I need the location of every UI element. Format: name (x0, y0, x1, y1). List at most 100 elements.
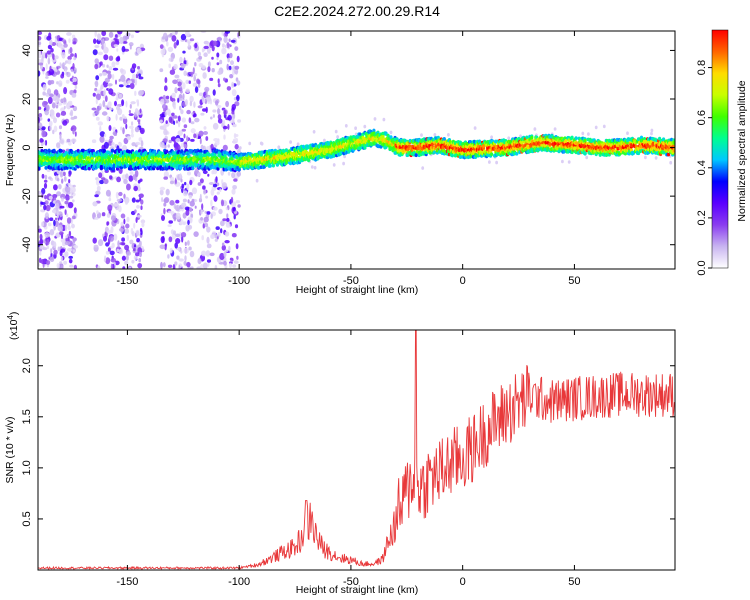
band-point (125, 163, 130, 168)
noise-point (106, 221, 110, 226)
noise-point (106, 115, 110, 122)
noise-point (108, 101, 112, 107)
noise-point (310, 165, 314, 169)
noise-point (111, 242, 115, 249)
noise-point (197, 136, 202, 139)
noise-point (231, 81, 235, 88)
noise-point (187, 40, 191, 48)
noise-point (121, 99, 125, 107)
noise-point (197, 182, 202, 186)
noise-point (126, 234, 130, 241)
noise-point (109, 135, 114, 140)
noise-point (177, 81, 182, 87)
noise-point (373, 117, 377, 121)
noise-point (669, 160, 673, 165)
noise-point (38, 35, 42, 41)
noise-point (139, 228, 143, 232)
noise-point (112, 67, 119, 71)
band-point (102, 148, 106, 153)
noise-point (122, 41, 128, 44)
noise-point (131, 231, 135, 237)
noise-point (447, 133, 450, 137)
noise-point (44, 174, 48, 180)
noise-point (115, 191, 119, 199)
noise-point (206, 259, 212, 263)
noise-point (185, 79, 190, 84)
noise-point (644, 155, 647, 160)
noise-point (96, 185, 101, 192)
noise-point (113, 44, 119, 48)
noise-point (95, 178, 101, 186)
noise-point (126, 135, 131, 141)
noise-point (171, 112, 175, 117)
noise-point (197, 105, 203, 109)
noise-point (198, 130, 204, 137)
noise-point (180, 86, 183, 92)
noise-point (164, 243, 167, 251)
noise-point (101, 71, 108, 77)
noise-point (73, 264, 77, 269)
band-point (548, 142, 552, 146)
noise-point (135, 199, 140, 203)
noise-point (553, 127, 557, 131)
noise-point (237, 204, 241, 208)
noise-point (172, 263, 176, 269)
noise-point (221, 244, 226, 251)
noise-point (174, 31, 178, 35)
noise-point (164, 77, 168, 84)
noise-point (188, 224, 193, 230)
noise-point (230, 60, 234, 66)
noise-point (177, 115, 181, 122)
noise-point (45, 76, 49, 79)
noise-point (169, 247, 173, 254)
noise-point (167, 46, 174, 53)
noise-point (42, 83, 47, 91)
band-point (199, 149, 203, 153)
noise-point (211, 45, 215, 52)
noise-point (94, 45, 100, 48)
noise-point (227, 57, 230, 63)
noise-point (165, 188, 170, 196)
noise-point (200, 264, 204, 269)
noise-point (128, 42, 134, 47)
noise-point (210, 234, 215, 239)
noise-point (175, 233, 181, 238)
noise-point (139, 251, 142, 258)
noise-point (50, 110, 55, 117)
noise-point (181, 117, 186, 123)
band-point (135, 150, 139, 155)
noise-point (173, 120, 176, 126)
noise-point (210, 189, 215, 196)
noise-point (211, 231, 217, 236)
noise-point (106, 213, 111, 218)
noise-point (51, 102, 56, 109)
noise-point (167, 144, 170, 148)
band-point (113, 155, 117, 160)
noise-point (97, 51, 103, 56)
noise-point (255, 178, 259, 183)
noise-point (490, 135, 493, 139)
noise-point (164, 111, 167, 117)
noise-point (115, 79, 117, 85)
noise-point (223, 109, 227, 116)
noise-point (41, 221, 44, 227)
noise-point (108, 107, 113, 111)
noise-point (163, 207, 166, 215)
noise-point (55, 99, 58, 106)
noise-point (59, 261, 63, 265)
noise-point (199, 137, 202, 145)
noise-point (195, 168, 199, 175)
noise-point (103, 133, 107, 137)
noise-point (225, 100, 230, 108)
noise-point (185, 88, 190, 94)
noise-point (46, 50, 52, 55)
noise-point (229, 52, 233, 59)
noise-point (203, 189, 207, 195)
noise-point (138, 73, 142, 78)
noise-point (161, 215, 165, 221)
noise-point (129, 44, 132, 50)
noise-point (48, 120, 53, 127)
noise-point (73, 89, 77, 94)
noise-point (221, 242, 225, 247)
noise-point (110, 215, 116, 221)
